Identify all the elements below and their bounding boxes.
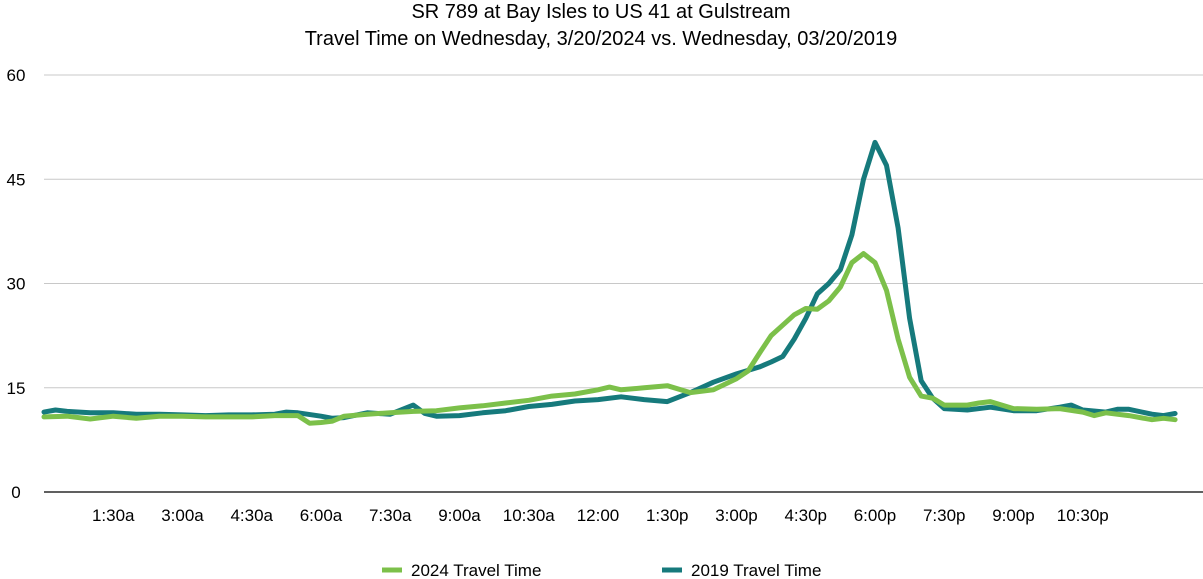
x-tick-label: 7:30a: [369, 506, 412, 525]
legend-label-2019: 2019 Travel Time: [691, 561, 821, 579]
chart-title-line-1: SR 789 at Bay Isles to US 41 at Gulstrea…: [411, 1, 790, 23]
x-tick-label: 4:30a: [230, 506, 273, 525]
y-tick-label: 60: [7, 66, 26, 85]
x-tick-label: 10:30a: [503, 506, 556, 525]
x-tick-label: 7:30p: [923, 506, 966, 525]
series-line-2024: [41, 251, 1178, 426]
x-tick-label: 6:00a: [300, 506, 343, 525]
series-lines: [41, 139, 1178, 426]
x-tick-label: 3:00p: [715, 506, 758, 525]
x-tick-label: 10:30p: [1057, 506, 1109, 525]
x-tick-label: 3:00a: [161, 506, 204, 525]
x-tick-label: 1:30p: [646, 506, 689, 525]
legend: 2024 Travel Time 2019 Travel Time: [382, 561, 821, 579]
x-axis-ticks: 1:30a 3:00a 4:30a 6:00a 7:30a 9:00a 10:30a 12:0…: [92, 506, 1109, 525]
x-tick-label: 4:30p: [784, 506, 827, 525]
x-tick-label: 9:00a: [438, 506, 481, 525]
series-line-2019: [41, 139, 1178, 421]
y-tick-label: 30: [7, 275, 26, 294]
chart-title: SR 789 at Bay Isles to US 41 at Gulstrea…: [305, 1, 898, 50]
x-tick-label: 6:00p: [854, 506, 897, 525]
y-tick-label: 0: [11, 483, 20, 502]
y-tick-label: 15: [7, 379, 26, 398]
grid-lines: [44, 74, 1203, 493]
x-tick-label: 9:00p: [992, 506, 1035, 525]
y-axis-ticks: 0 15 30 45 60: [7, 66, 26, 502]
y-tick-label: 45: [7, 170, 26, 189]
chart-title-line-2: Travel Time on Wednesday, 3/20/2024 vs. …: [305, 28, 898, 50]
x-tick-label: 1:30a: [92, 506, 135, 525]
legend-label-2024: 2024 Travel Time: [411, 561, 541, 579]
x-tick-label: 12:00: [577, 506, 620, 525]
